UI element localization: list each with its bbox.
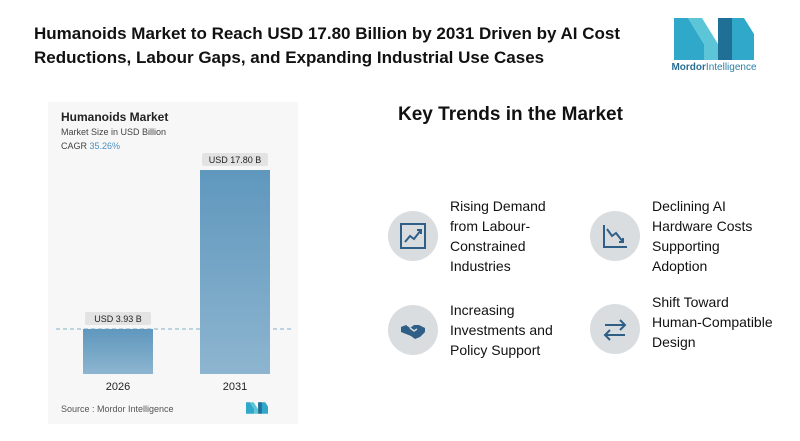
brand-name-bold: Mordor: [671, 62, 706, 73]
trend-label: Rising Demand from Labour-Constrained In…: [450, 198, 546, 274]
brand-name: MordorIntelligence: [664, 62, 764, 73]
declining-line-chart-icon: [603, 225, 627, 248]
mordor-logo-icon: [674, 18, 754, 60]
chart-source: Source : Mordor Intelligence: [61, 404, 174, 414]
bar-chart: USD 3.93 B 2026 USD 17.80 B 2031: [56, 153, 292, 393]
trend-label: Declining AI Hardware Costs Supporting A…: [652, 198, 753, 274]
data-label-box: [85, 311, 151, 325]
brand-logo: MordorIntelligence: [664, 18, 764, 80]
chart-title: Humanoids Market: [61, 110, 169, 124]
trend-icon-circle: [388, 211, 438, 261]
x-tick-label: 2031: [223, 381, 247, 393]
bar: [200, 170, 270, 374]
trend-icon-circle: [590, 304, 640, 354]
chart-cagr: CAGR 35.26%: [61, 141, 120, 151]
mini-logo-icon: [246, 402, 268, 414]
cagr-value: 35.26%: [89, 141, 121, 151]
swap-arrows-icon: [603, 319, 627, 341]
rising-line-chart-icon: [400, 223, 426, 249]
trend-label: Increasing Investments and Policy Suppor…: [450, 302, 553, 358]
data-label-box: [202, 153, 268, 166]
trends-title: Key Trends in the Market: [398, 104, 623, 125]
x-tick-label: 2026: [106, 381, 130, 393]
trend-icon-circle: [388, 305, 438, 355]
bar: [83, 328, 153, 374]
data-label: USD 3.93 B: [94, 314, 142, 324]
chart-card: USD 3.93 B 2026 USD 17.80 B 2031 Humanoids …: [48, 102, 298, 424]
page-title: Humanoids Market to Reach USD 17.80 Bill…: [34, 24, 621, 67]
cagr-label: CAGR: [61, 141, 88, 151]
chart-subtitle: Market Size in USD Billion: [61, 127, 167, 137]
data-label: USD 17.80 B: [209, 155, 262, 165]
trend-label: Shift Toward Human-Compatible Design: [652, 294, 773, 350]
trend-icon-circle: [590, 211, 640, 261]
handshake-icon: [401, 325, 425, 339]
brand-name-rest: Intelligence: [705, 62, 757, 73]
